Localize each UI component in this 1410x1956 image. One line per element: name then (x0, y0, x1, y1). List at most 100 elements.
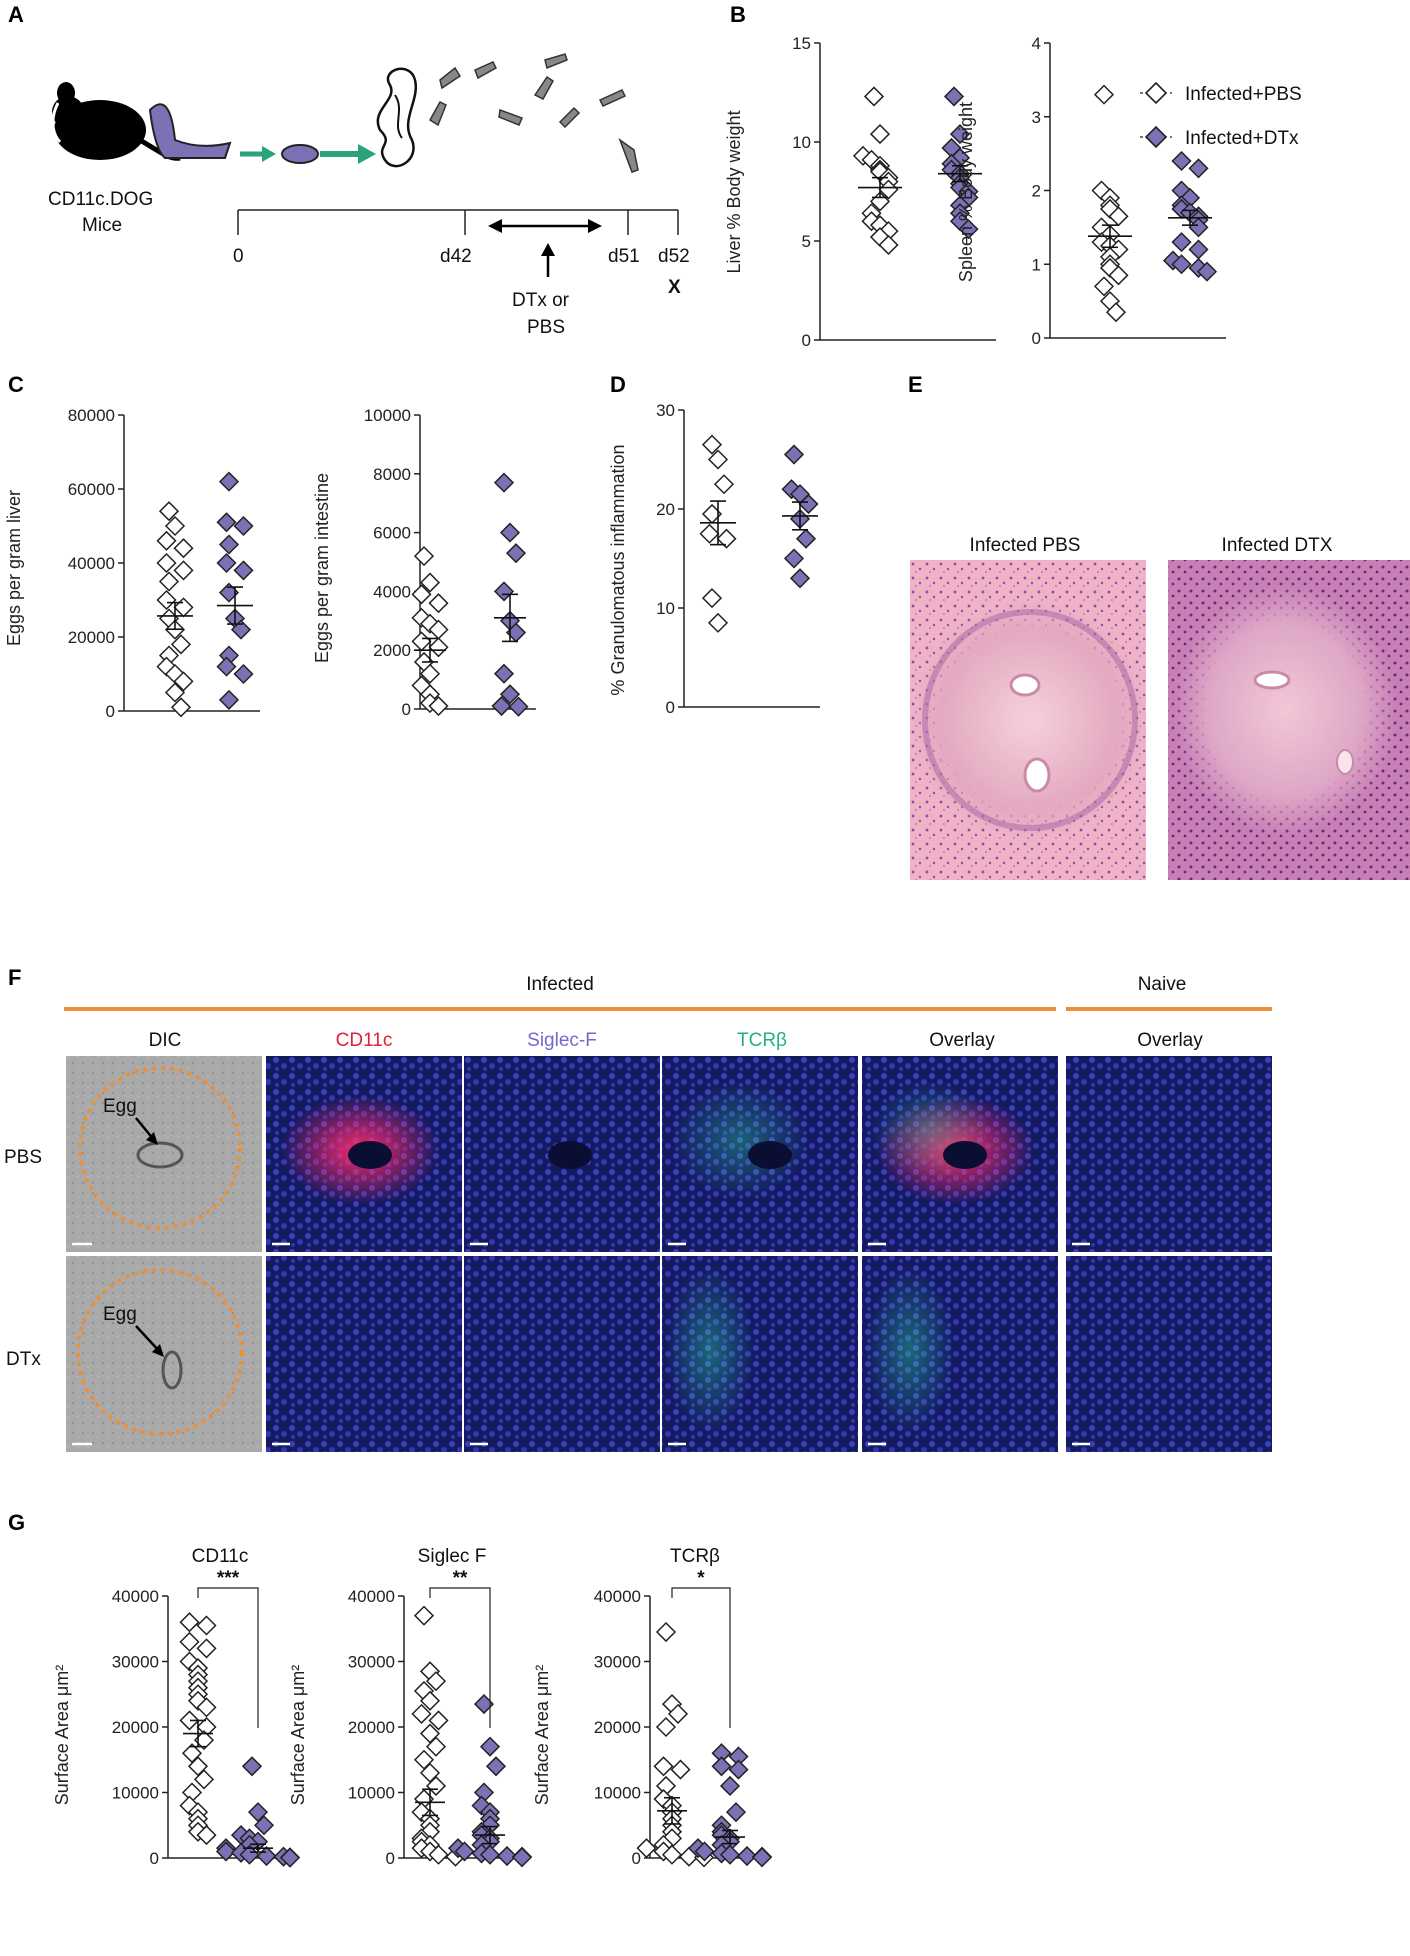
column-header-naive-overlay: Overlay (1137, 1030, 1203, 1051)
histology-title-pbs: Infected PBS (970, 535, 1081, 556)
data-point-dtx (694, 1841, 715, 1862)
data-point-pbs (428, 695, 449, 717)
significance-bracket (197, 1587, 259, 1728)
data-point-pbs (425, 1775, 447, 1797)
data-point-dtx (233, 515, 254, 537)
y-tick-label: 0 (150, 1849, 159, 1868)
y-tick-label: 0 (106, 702, 115, 721)
image-overlay-pbs (862, 1056, 1058, 1252)
y-tick-label: 40000 (594, 1587, 641, 1606)
y-tick-label: 4000 (373, 582, 411, 601)
y-tick-label: 20 (656, 500, 675, 519)
column-header-tcrb: TCRβ (737, 1030, 787, 1051)
chart-granulomatous-inflammation: % Granulomatous inflammation 0 10 20 30 (608, 401, 820, 717)
y-tick-label: 0 (802, 331, 811, 350)
chart-eggs-intestine: Eggs per gram intestine 0 2000 4000 6000 800… (312, 406, 536, 719)
chart-liver-weight: Liver % Body weight 0 5 10 15 (724, 34, 996, 350)
data-point-dtx (479, 1736, 501, 1757)
data-point-dtx (719, 1844, 741, 1865)
data-point-dtx (230, 619, 252, 640)
y-tick-label: 0 (402, 700, 411, 719)
data-point-pbs (173, 671, 194, 692)
column-header-cd11c: CD11c (336, 1030, 393, 1051)
scale-bars (72, 1242, 1090, 1446)
data-point-pbs (1105, 302, 1127, 323)
legend-marker-pbs (1144, 81, 1168, 105)
y-tick-label: 10000 (364, 406, 411, 425)
y-tick-label: 0 (666, 698, 675, 717)
y-tick-label: 5 (802, 232, 811, 251)
data-point-pbs (428, 1710, 449, 1731)
histology-title-dtx: Infected DTX (1222, 535, 1333, 556)
image-siglecf-pbs (464, 1056, 660, 1252)
data-point-pbs (156, 589, 177, 611)
data-point-pbs (170, 697, 192, 718)
data-point-pbs (193, 1769, 215, 1790)
y-tick-label: 40000 (112, 1587, 159, 1606)
y-tick-label: 30 (656, 401, 675, 420)
image-siglecf-dtx (464, 1256, 660, 1452)
data-point-pbs (419, 663, 441, 684)
row-label-dtx: DTx (6, 1349, 41, 1370)
data-point-dtx (1171, 254, 1192, 275)
data-point-dtx (218, 471, 240, 492)
data-point-dtx (798, 493, 819, 515)
y-tick-label: 10000 (348, 1784, 395, 1803)
infected-group-label: Infected (526, 974, 594, 995)
egg-label-pbs: Egg (103, 1096, 137, 1117)
data-point-pbs (670, 1759, 691, 1780)
data-point-pbs (1099, 257, 1121, 278)
data-point-pbs (667, 1703, 689, 1724)
timepoint-d42: d42 (440, 246, 472, 267)
chart-title-tcrb: TCRβ (670, 1546, 720, 1567)
data-point-dtx (491, 695, 512, 717)
histology-image-dtx (1168, 560, 1410, 880)
data-point-dtx (711, 1756, 732, 1777)
chart-spleen-weight: Spleen % Body weight 0 1 2 3 4 (956, 34, 1226, 348)
y-tick-label: 30000 (594, 1653, 641, 1672)
data-point-pbs (428, 593, 449, 614)
data-point-dtx (496, 1845, 518, 1867)
panel-label-f: F (8, 965, 21, 990)
data-point-dtx (216, 552, 237, 574)
data-point-pbs (1108, 206, 1129, 227)
y-tick-label: 0 (386, 1849, 395, 1868)
significance-bracket (429, 1587, 491, 1728)
panel-label-e: E (908, 372, 923, 397)
data-point-dtx (499, 522, 521, 543)
y-tick-label: 20000 (348, 1718, 395, 1737)
legend-label-dtx: Infected+DTx (1185, 128, 1299, 149)
data-point-dtx (216, 512, 237, 533)
y-tick-label: 60000 (68, 480, 115, 499)
significance-label: ** (453, 1568, 468, 1589)
panel-f: Infected Naive DIC CD11c Siglec-F TCRβ O… (4, 974, 1272, 1452)
y-tick-label: 30000 (348, 1653, 395, 1672)
data-point-pbs (655, 1621, 677, 1643)
data-point-pbs (878, 234, 899, 256)
column-header-overlay: Overlay (929, 1030, 995, 1051)
data-point-pbs (1093, 276, 1115, 297)
data-point-pbs (173, 560, 194, 581)
image-dic-dtx: Egg (66, 1256, 262, 1452)
data-point-pbs (419, 1690, 441, 1711)
data-point-dtx (233, 663, 254, 685)
data-point-pbs (425, 1671, 447, 1692)
significance-label: *** (217, 1568, 240, 1589)
data-point-pbs (170, 634, 192, 655)
data-point-dtx (499, 684, 521, 705)
data-point-pbs (419, 572, 441, 593)
data-point-dtx (1188, 239, 1209, 260)
data-point-pbs (701, 434, 723, 455)
data-point-dtx (256, 1845, 277, 1867)
data-point-dtx (233, 560, 254, 581)
treatment-window-arrow (488, 219, 602, 277)
data-point-pbs (164, 682, 186, 703)
data-point-dtx (783, 444, 805, 465)
data-point-dtx (728, 1759, 749, 1780)
data-point-pbs (196, 1638, 217, 1659)
parasite-lifecycle-icon (148, 53, 639, 173)
panel-label-c: C (8, 372, 24, 397)
data-point-pbs (179, 1631, 200, 1652)
ylabel-liver-weight: Liver % Body weight (724, 110, 744, 273)
y-tick-label: 15 (792, 34, 811, 53)
